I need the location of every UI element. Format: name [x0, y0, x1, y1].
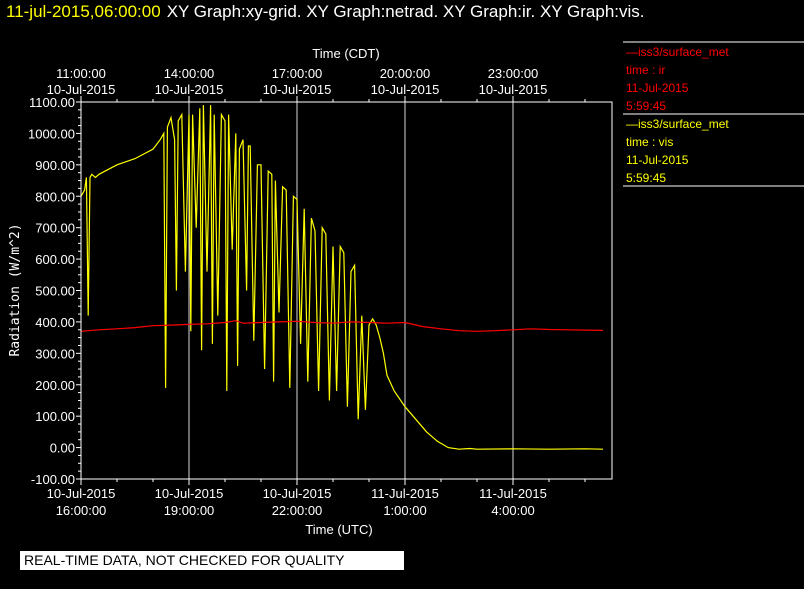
y-axis: 1100.00 1000.00 900.00 800.00 700.00 600.00 50…	[28, 95, 81, 487]
disclaimer-banner: REAL-TIME DATA, NOT CHECKED FOR QUALITY	[20, 551, 404, 570]
x2-tick-date-cdt: 10-Jul-2015	[371, 82, 440, 97]
x-tick-time-utc: 16:00:00	[56, 503, 107, 518]
legend-vis-line4: 5:59:45	[626, 171, 666, 185]
legend-ir-line4: 5:59:45	[626, 99, 666, 113]
y-tick-label: 1100.00	[29, 95, 75, 110]
x2-tick-time-cdt: 23:00:00	[488, 66, 539, 81]
x-tick-time-utc: 19:00:00	[164, 503, 215, 518]
x-axis-label: Time (UTC)	[305, 522, 372, 537]
y-tick-label: 100.00	[35, 409, 75, 424]
y-tick-label: 700.00	[35, 221, 75, 236]
y-tick-label: 400.00	[35, 315, 75, 330]
y-tick-label: 900.00	[35, 158, 75, 173]
x-axis-cdt: 11:00:0010-Jul-201514:00:0010-Jul-201517…	[47, 66, 586, 102]
x2-tick-date-cdt: 10-Jul-2015	[155, 82, 224, 97]
x-tick-date-utc: 10-Jul-2015	[263, 486, 332, 501]
x2-tick-date-cdt: 10-Jul-2015	[263, 82, 332, 97]
x-tick-time-utc: 4:00:00	[491, 503, 534, 518]
x2-axis-label: Time (CDT)	[312, 46, 379, 61]
y-tick-label: 300.00	[35, 346, 75, 361]
x2-tick-time-cdt: 17:00:00	[272, 66, 323, 81]
x-axis-utc: 10-Jul-2015 16:00:00 10-Jul-2015 19:00:00 10…	[47, 479, 586, 518]
x-tick-time-utc: 1:00:00	[383, 503, 426, 518]
legend-ir-line3: 11-Jul-2015	[626, 81, 689, 95]
y-axis-label: Radiation (W/m^2)	[8, 223, 23, 356]
series-lines	[80, 105, 604, 450]
x2-tick-time-cdt: 20:00:00	[380, 66, 431, 81]
header-graph-list: XY Graph:xy-grid. XY Graph:netrad. XY Gr…	[166, 2, 645, 21]
y-tick-label: 800.00	[35, 189, 75, 204]
legend-vis-line1: —iss3/surface_met	[626, 117, 729, 131]
grid-lines	[80, 102, 514, 479]
header-timestamp: 11-jul-2015,06:00:00	[6, 2, 161, 21]
y-tick-label: 600.00	[35, 252, 75, 267]
x-tick-date-utc: 11-Jul-2015	[479, 486, 547, 501]
legend-vis-line3: 11-Jul-2015	[626, 153, 689, 167]
legend-ir-line1: —iss3/surface_met	[626, 45, 729, 59]
header: 11-jul-2015,06:00:00 XY Graph:xy-grid. XY…	[6, 2, 645, 22]
x-tick-date-utc: 10-Jul-2015	[155, 486, 224, 501]
legend-vis-line2: time : vis	[626, 135, 673, 149]
x2-tick-time-cdt: 14:00:00	[164, 66, 215, 81]
y-tick-label: -100.00	[31, 472, 75, 487]
y-tick-label: 200.00	[35, 378, 75, 393]
x2-tick-date-cdt: 10-Jul-2015	[47, 82, 116, 97]
y-tick-label: 1000.00	[28, 126, 75, 141]
x-tick-date-utc: 10-Jul-2015	[47, 486, 116, 501]
y-tick-label: 0.00	[50, 441, 75, 456]
series-line-vis	[80, 105, 604, 450]
series-line-ir	[80, 320, 604, 332]
x2-tick-date-cdt: 10-Jul-2015	[479, 82, 548, 97]
legend: —iss3/surface_met time : ir 11-Jul-2015 …	[623, 41, 804, 187]
plot-frame	[80, 101, 613, 480]
x2-tick-time-cdt: 11:00:00	[56, 66, 106, 81]
x-tick-time-utc: 22:00:00	[272, 503, 323, 518]
x-tick-date-utc: 11-Jul-2015	[371, 486, 439, 501]
y-tick-label: 500.00	[35, 284, 75, 299]
legend-ir-line2: time : ir	[626, 63, 665, 77]
